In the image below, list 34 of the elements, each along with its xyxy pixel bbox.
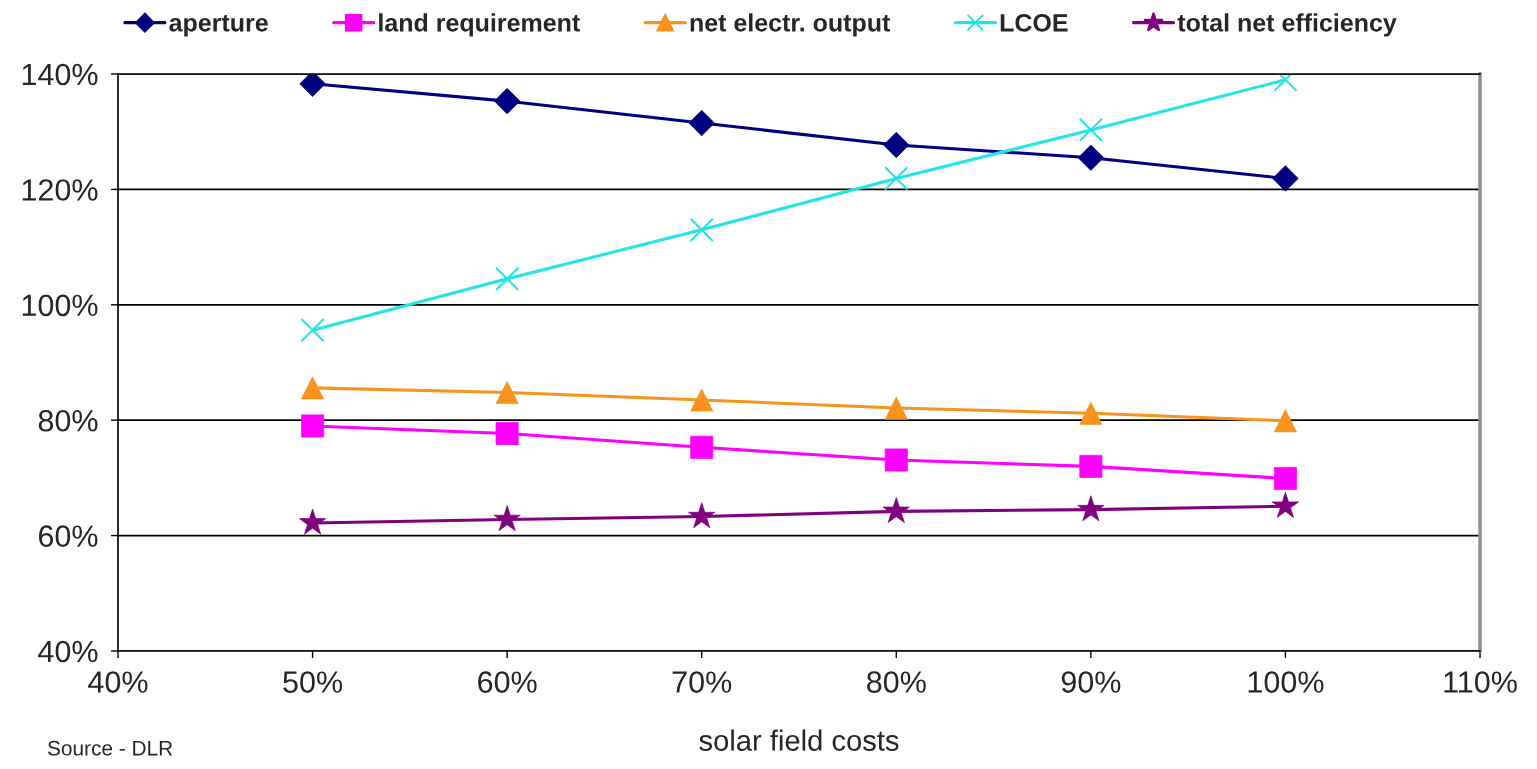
y-tick-label: 140% <box>22 63 98 86</box>
point <box>300 318 325 343</box>
x-tick-label: 60% <box>478 671 537 693</box>
x-tick-label: 90% <box>1061 671 1121 693</box>
legend-label: LCOE <box>1000 13 1068 32</box>
point <box>690 388 714 412</box>
x-tick-label: 110% <box>1444 671 1517 693</box>
point <box>494 88 521 115</box>
x-tick-label: 40% <box>88 671 148 693</box>
x-tick-label: 80% <box>867 671 926 693</box>
point <box>1077 144 1104 171</box>
point <box>299 74 326 97</box>
point <box>494 266 520 291</box>
source-note: Source - DLR <box>47 740 173 756</box>
x-tick-label: 70% <box>672 671 732 693</box>
y-tick-label: 40% <box>38 640 98 663</box>
point <box>301 414 325 438</box>
y-tick-label: 120% <box>22 179 98 201</box>
point <box>1078 117 1104 143</box>
point <box>884 166 909 191</box>
point <box>1273 467 1297 490</box>
point <box>689 217 714 242</box>
y-tick-label: 80% <box>38 409 98 432</box>
legend-label: total net efficiency <box>1177 13 1397 37</box>
legend-label: net electr. output <box>690 13 891 37</box>
legend-label: aperture <box>169 15 268 37</box>
x-axis-title: solar field costs <box>699 729 899 751</box>
legend-label: land requirement <box>379 13 580 37</box>
x-tick-label: 100% <box>1248 671 1324 693</box>
point <box>883 131 910 159</box>
y-tick-label: 60% <box>38 525 98 547</box>
x-tick-label: 50% <box>283 671 343 693</box>
point <box>495 381 519 404</box>
y-tick-label: 100% <box>22 294 98 317</box>
